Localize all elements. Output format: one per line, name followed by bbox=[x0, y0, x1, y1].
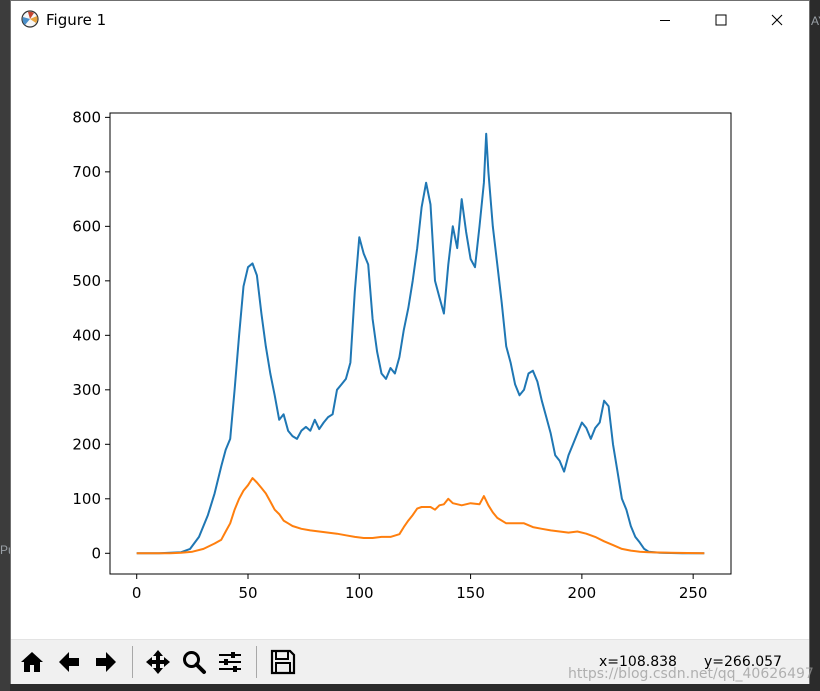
x-tick-label: 50 bbox=[238, 584, 257, 602]
x-tick-label: 150 bbox=[456, 584, 485, 602]
y-tick-label: 400 bbox=[72, 326, 101, 344]
save-button[interactable] bbox=[267, 646, 299, 678]
histogram-plot: 0 100 200 300 400 500 600 700 800 0 50 100 150 200 25… bbox=[72, 108, 732, 602]
arrow-right-icon bbox=[96, 652, 116, 672]
series-line-1 bbox=[136, 132, 705, 555]
y-tick-label: 700 bbox=[72, 163, 101, 181]
navigation-toolbar: x=108.838 y=266.057 bbox=[11, 639, 809, 684]
forward-button[interactable] bbox=[90, 646, 122, 678]
axes-frame bbox=[109, 112, 732, 575]
floppy-disk-icon bbox=[270, 649, 296, 675]
configure-subplots-button[interactable] bbox=[214, 646, 246, 678]
background-text-right: AY bbox=[811, 14, 820, 28]
maximize-icon bbox=[715, 14, 727, 26]
home-button[interactable] bbox=[16, 646, 48, 678]
backdrop-strip-left bbox=[0, 0, 10, 691]
y-tick-label: 300 bbox=[72, 381, 101, 399]
toolbar-separator bbox=[256, 646, 257, 678]
watermark-text: https://blog.csdn.net/qq_40626497 bbox=[568, 666, 814, 682]
series-lines bbox=[136, 132, 705, 555]
x-ticks: 0 50 100 150 200 250 bbox=[132, 574, 708, 602]
x-tick-label: 100 bbox=[345, 584, 374, 602]
toolbar-separator bbox=[132, 646, 133, 678]
close-icon bbox=[771, 14, 783, 26]
sliders-icon bbox=[219, 652, 241, 672]
minimize-button[interactable] bbox=[637, 1, 693, 39]
cursor-x-readout: x=108.838 bbox=[599, 654, 677, 670]
move-arrows-icon bbox=[146, 650, 170, 674]
x-tick-label: 200 bbox=[568, 584, 597, 602]
y-tick-label: 200 bbox=[72, 435, 101, 453]
window-title: Figure 1 bbox=[46, 11, 107, 29]
y-tick-label: 600 bbox=[72, 217, 101, 235]
matplotlib-logo-icon bbox=[21, 10, 39, 28]
y-tick-label: 800 bbox=[72, 108, 101, 126]
x-tick-label: 250 bbox=[679, 584, 708, 602]
y-ticks: 0 100 200 300 400 500 600 700 800 bbox=[72, 108, 110, 562]
pan-button[interactable] bbox=[142, 646, 174, 678]
magnifier-icon bbox=[183, 651, 206, 674]
maximize-button[interactable] bbox=[693, 1, 749, 39]
zoom-button[interactable] bbox=[178, 646, 210, 678]
titlebar: Figure 1 bbox=[11, 1, 809, 39]
y-tick-label: 100 bbox=[72, 490, 101, 508]
figure-canvas[interactable]: 0 100 200 300 400 500 600 700 800 0 50 100 150 200 25… bbox=[11, 39, 809, 639]
back-button[interactable] bbox=[53, 646, 85, 678]
y-tick-label: 500 bbox=[72, 272, 101, 290]
cursor-y-readout: y=266.057 bbox=[704, 654, 782, 670]
minimize-icon bbox=[660, 20, 670, 21]
arrow-left-icon bbox=[59, 652, 79, 672]
home-icon bbox=[21, 652, 43, 672]
y-tick-label: 0 bbox=[91, 544, 101, 562]
x-tick-label: 0 bbox=[132, 584, 142, 602]
figure-window: Figure 1 0 100 200 300 400 500 600 700 800 0 50 10… bbox=[10, 0, 810, 684]
close-button[interactable] bbox=[749, 1, 805, 39]
series-line-2 bbox=[136, 477, 705, 555]
